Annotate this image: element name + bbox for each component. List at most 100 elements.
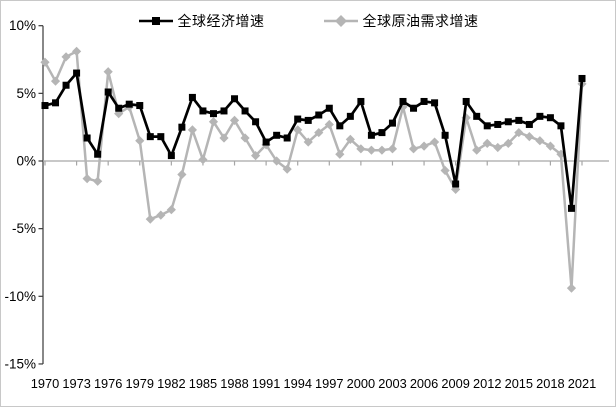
- oil-data-point-marker: [440, 165, 450, 176]
- gdp-data-point-marker: [188, 93, 196, 101]
- oil-data-point-marker: [356, 144, 366, 154]
- oil-data-point-marker: [250, 150, 261, 161]
- x-axis-label: 2003: [378, 376, 406, 391]
- gdp-data-point-marker: [199, 107, 207, 115]
- gdp-data-point-marker: [483, 122, 491, 130]
- x-axis-label: 1988: [220, 376, 248, 391]
- gdp-data-point-marker: [104, 88, 112, 96]
- oil-data-point-marker: [451, 184, 461, 195]
- oil-data-point-marker: [556, 149, 566, 159]
- gdp-data-point-marker: [388, 119, 396, 127]
- oil-data-point-marker: [272, 156, 282, 166]
- oil-data-point-marker: [282, 164, 292, 174]
- gdp-data-point-marker: [399, 97, 407, 105]
- x-axis-label: 2000: [347, 376, 375, 391]
- gdp-data-point-marker: [525, 120, 533, 128]
- x-axis-label: 2015: [505, 376, 533, 391]
- gdp-data-point-marker: [336, 122, 344, 130]
- gdp-data-point-marker: [146, 133, 154, 141]
- gdp-data-point-marker: [473, 112, 481, 120]
- oil-data-point-marker: [293, 125, 303, 135]
- oil-data-point-marker: [135, 136, 145, 146]
- gdp-data-point-marker: [94, 150, 102, 158]
- oil-data-point-marker: [240, 133, 250, 143]
- gdp-data-point-marker: [325, 104, 333, 112]
- gdp-data-point-marker: [367, 131, 375, 139]
- x-axis-label: 2018: [536, 376, 564, 391]
- y-axis-label: 0%: [16, 154, 36, 169]
- gdp-data-point-marker: [136, 102, 144, 110]
- gdp-data-point-marker: [420, 97, 428, 105]
- gdp-data-point-marker: [73, 69, 81, 77]
- oil-data-point-marker: [377, 145, 387, 155]
- gdp-data-point-marker: [462, 97, 470, 105]
- gdp-data-point-marker: [441, 131, 449, 139]
- oil-data-point-marker: [335, 149, 345, 159]
- gdp-data-point-marker: [167, 152, 175, 160]
- oil-data-point-marker: [50, 76, 61, 86]
- gdp-data-point-marker: [304, 116, 312, 124]
- oil-data-point-marker: [166, 205, 176, 215]
- oil-data-point-marker: [219, 133, 229, 143]
- gdp-data-point-marker: [410, 104, 418, 112]
- oil-data-point-marker: [545, 141, 556, 151]
- gdp-data-point-marker: [452, 180, 460, 188]
- oil-data-point-marker: [229, 115, 240, 126]
- oil-data-point-marker: [366, 145, 377, 155]
- x-axis: 1970 1973 1976 1979 1982 1985 1988 1991 1994 1997…: [31, 160, 609, 391]
- gdp-data-point-marker: [241, 107, 249, 115]
- x-axis-label: 1979: [126, 376, 154, 391]
- gdp-data-point-marker: [62, 81, 70, 89]
- oil-data-point-marker: [82, 173, 92, 184]
- x-axis-label: 2006: [410, 376, 438, 391]
- oil-data-point-marker: [535, 136, 545, 146]
- gdp-data-point-marker: [52, 99, 60, 107]
- oil-data-point-marker: [461, 113, 471, 123]
- gdp-data-point-marker: [546, 114, 554, 122]
- gdp-data-point-marker: [41, 102, 49, 110]
- oil-data-point-marker: [472, 145, 482, 155]
- oil-data-point-marker: [71, 46, 82, 57]
- gdp-data-point-marker: [557, 122, 565, 130]
- y-axis-label: -10%: [4, 289, 36, 304]
- oil-data-point-marker: [61, 52, 71, 62]
- oil-data-point-marker: [419, 141, 429, 151]
- gdp-data-point-marker: [378, 129, 386, 137]
- gdp-data-point-marker: [262, 138, 270, 146]
- oil-data-point-marker: [303, 137, 313, 147]
- x-axis-label: 2021: [568, 376, 596, 391]
- oil-data-point-marker: [314, 127, 324, 138]
- oil-data-point-marker: [187, 125, 198, 135]
- gdp-data-point-marker: [209, 110, 217, 118]
- y-axis-label: -15%: [4, 356, 36, 371]
- y-axis-label: 10%: [9, 18, 36, 33]
- oil-series-line: [43, 50, 584, 290]
- y-axis-label: 5%: [16, 86, 36, 101]
- oil-data-point-marker: [103, 67, 113, 77]
- oil-data-point-marker: [482, 138, 492, 149]
- gdp-data-point-marker: [504, 118, 512, 126]
- gdp-data-point-marker: [231, 95, 239, 103]
- gdp-data-point-marker: [294, 115, 302, 123]
- gdp-data-point-marker: [315, 111, 323, 119]
- gdp-data-point-marker: [125, 100, 133, 108]
- oil-data-point-marker: [429, 137, 440, 147]
- gdp-data-point-marker: [83, 134, 91, 142]
- gdp-data-point-marker: [115, 104, 123, 112]
- gdp-data-point-marker: [273, 131, 281, 139]
- oil-series: [40, 46, 587, 293]
- x-axis-label: 1982: [157, 376, 185, 391]
- oil-data-point-marker: [40, 57, 50, 67]
- gdp-data-point-marker: [357, 97, 365, 105]
- x-axis-label: 2009: [441, 376, 469, 391]
- x-axis-label: 1976: [94, 376, 122, 391]
- oil-data-point-marker: [493, 142, 503, 153]
- oil-data-point-marker: [524, 132, 534, 142]
- oil-data-point-marker: [208, 117, 219, 127]
- gdp-series-line: [43, 71, 584, 210]
- oil-data-point-marker: [198, 155, 208, 165]
- gdp-data-point-marker: [220, 107, 228, 115]
- oil-data-point-marker: [145, 214, 155, 224]
